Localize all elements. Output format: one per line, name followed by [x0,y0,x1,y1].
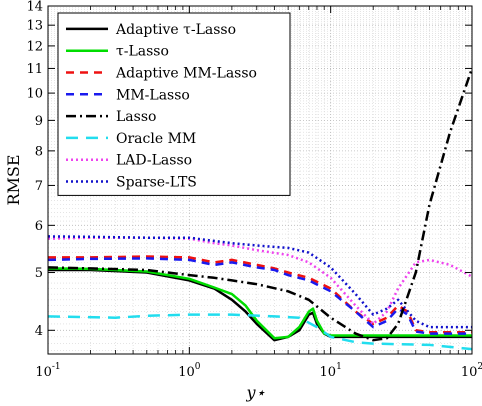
y-tick-label: 14 [26,0,43,15]
y-tick-label: 9 [35,114,43,129]
y-tick-label: 13 [26,19,43,34]
legend-label-2: τ-Lasso [116,44,169,60]
y-tick-label: 12 [26,39,43,54]
legend-label-8: Sparse-LTS [116,175,197,191]
legend-label-7: LAD-Lasso [116,153,192,169]
y-tick-label: 7 [35,179,43,194]
legend-label-5: Lasso [116,109,156,125]
x-axis-label: y⋆ [245,383,265,402]
series-line-6 [47,313,473,351]
legend: Adaptive τ-Lasso τ-Lasso Adaptive MM-Lasso… [57,12,291,196]
legend-label-6: Oracle MM [116,131,196,147]
y-tick-label: 8 [35,144,43,159]
y-axis-label: RMSE [4,154,23,205]
legend-box [57,12,291,196]
x-tick-label: 101 [320,362,342,380]
legend-label-3: Adaptive MM-Lasso [115,66,257,82]
y-tick-label: 11 [26,62,43,77]
y-tick-label: 4 [35,324,43,339]
series-line-4 [47,257,472,335]
series-line-7 [47,236,473,326]
x-tick-label: 10-1 [35,362,60,380]
y-tick-label: 6 [35,219,43,234]
series-lines [47,67,474,351]
x-tick-label: 102 [461,362,482,380]
x-tick-label: 100 [178,362,201,380]
y-tick-label: 10 [26,87,43,102]
series-line-5 [47,67,474,342]
series-line-8 [47,235,472,329]
legend-label-1: Adaptive τ-Lasso [115,22,236,38]
y-tick-label: 5 [35,266,43,281]
series-line-3 [48,255,472,334]
legend-label-4: MM-Lasso [116,87,190,103]
axis-ticks: 10-1 100 101 102 4 5 6 7 8 9 10 11 12 13 14 [26,0,482,380]
plot-frame [47,5,473,355]
